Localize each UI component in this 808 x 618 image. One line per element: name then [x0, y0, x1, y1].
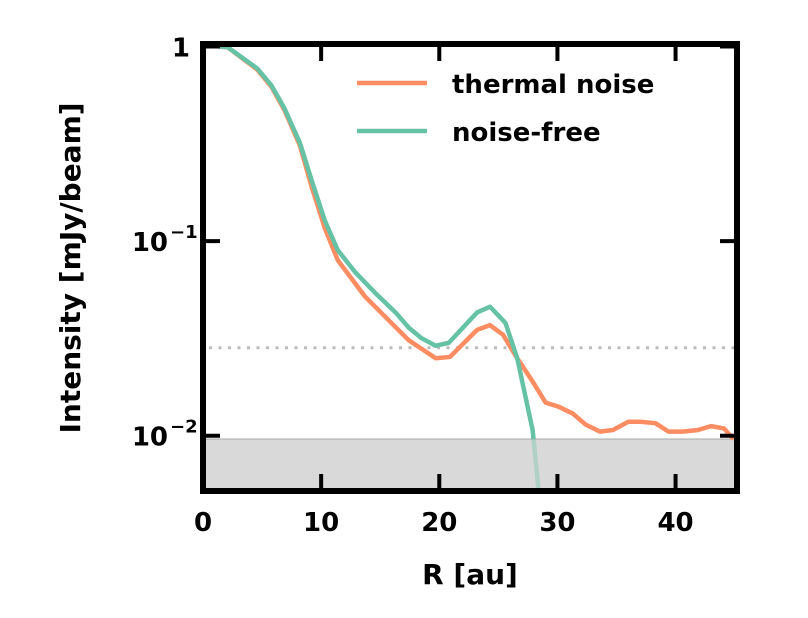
legend: thermal noise noise-free	[357, 70, 654, 148]
shaded-region	[203, 439, 737, 491]
series-noise-free-line	[205, 44, 536, 440]
legend-label: thermal noise	[452, 70, 654, 100]
plot-background	[203, 346, 737, 491]
x-tick-label: 10	[303, 508, 339, 538]
series-thermal-noise-line	[205, 44, 736, 441]
x-tick-label: 20	[421, 508, 457, 538]
series-noise-free-faded-line	[531, 438, 541, 490]
x-tick-label: 30	[539, 508, 575, 538]
y-tick-label: 10	[132, 228, 168, 258]
x-tick-label: 0	[194, 508, 212, 538]
axes-frame	[200, 41, 740, 494]
y-tick-label: 10	[132, 423, 168, 453]
y-axis-label: Intensity [mJy/beam]	[54, 102, 87, 433]
y-tick-label: 1	[172, 33, 190, 63]
x-axis-label: R [au]	[422, 558, 518, 591]
x-tick-label: 40	[657, 508, 693, 538]
y-tick-exponent: −1	[170, 222, 198, 243]
y-tick-exponent: −2	[170, 417, 198, 438]
legend-label: noise-free	[452, 118, 601, 148]
series-group	[205, 44, 736, 490]
